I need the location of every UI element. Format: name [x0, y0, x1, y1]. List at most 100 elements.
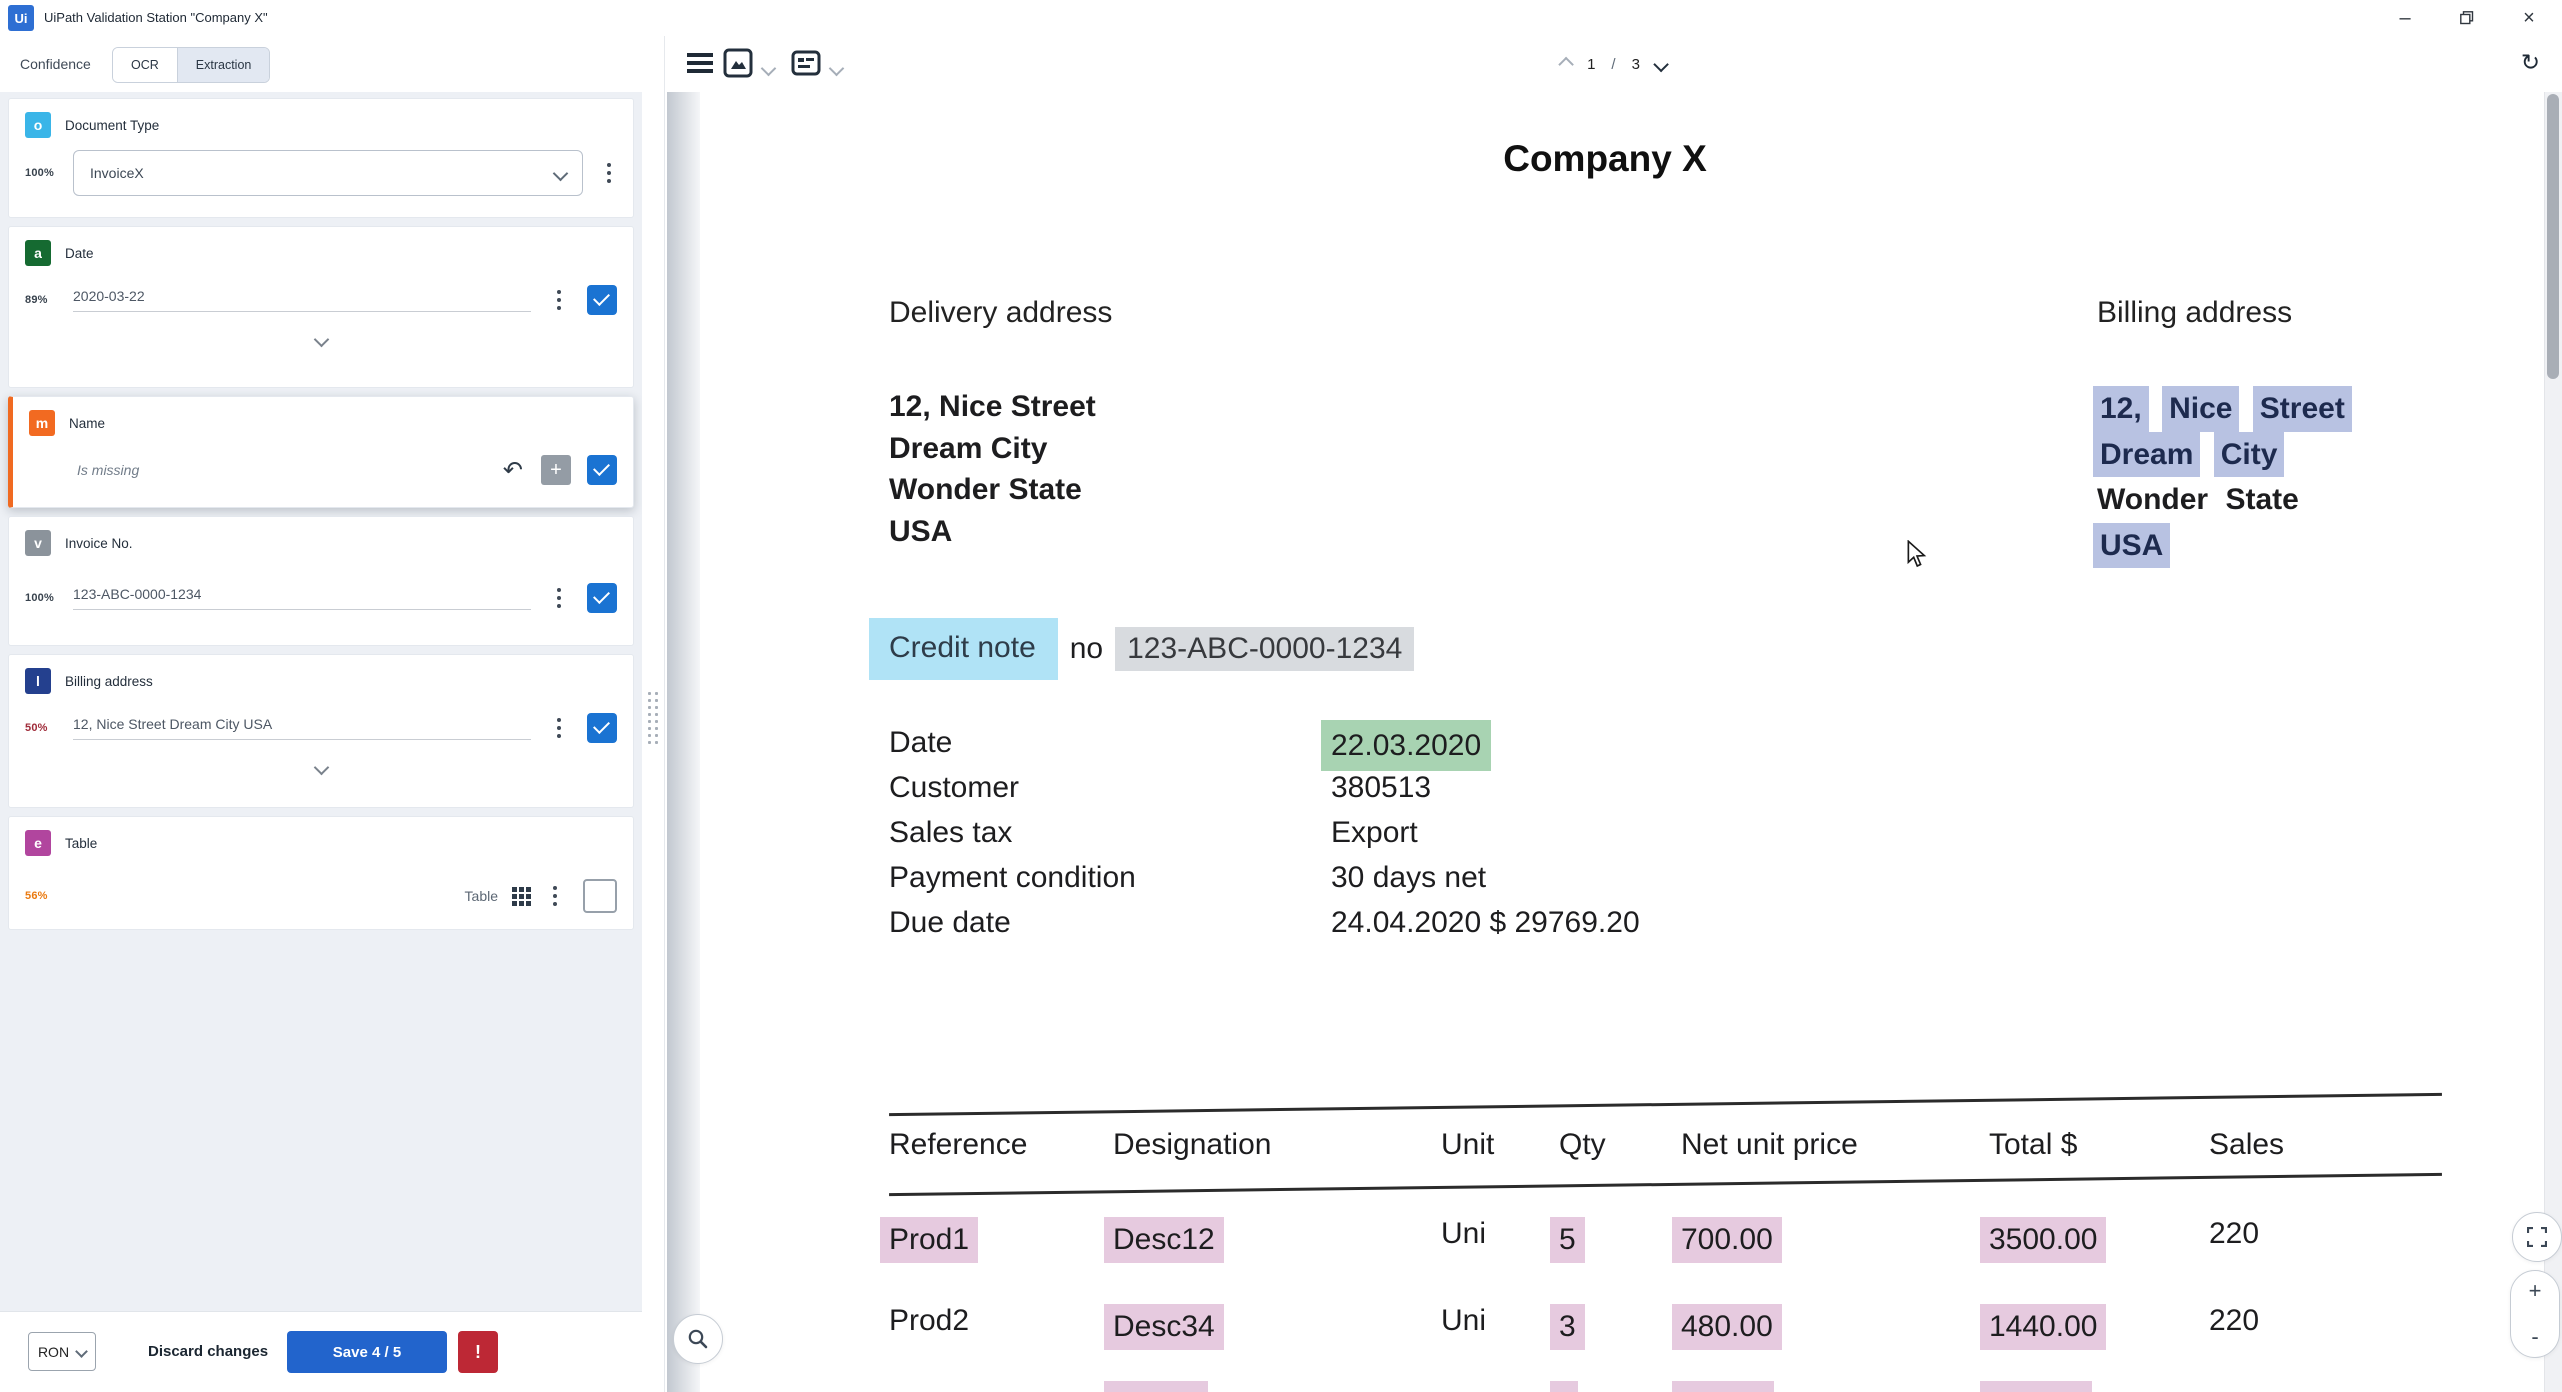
extracted-word-highlight[interactable]: USA [2093, 522, 2171, 568]
rotate-page-icon[interactable]: ↻ [2520, 50, 2540, 76]
confidence-value: 56% [25, 890, 48, 902]
uipath-logo-icon: Ui [8, 5, 34, 31]
missing-value-text[interactable]: Is missing [77, 462, 140, 478]
fields-view-button[interactable] [789, 46, 823, 85]
detail-label: Customer [889, 771, 1020, 804]
field-card-name: m Name Is missing ↶ + [8, 396, 634, 508]
zoom-out-button[interactable]: - [2531, 1324, 2539, 1349]
zoom-in-button[interactable]: + [2528, 1278, 2542, 1303]
extracted-word-highlight[interactable]: 12, [2093, 386, 2149, 432]
chevron-down-icon[interactable] [828, 60, 845, 79]
invoice-number-highlight[interactable]: 123-ABC-0000-1234 [1115, 627, 1415, 671]
billing-address-heading: Billing address [2097, 296, 2293, 329]
column-header: Unit [1441, 1128, 1495, 1161]
confirm-checkbox[interactable] [583, 879, 617, 913]
fit-to-screen-button[interactable] [2512, 1212, 2562, 1262]
table-cell-highlight[interactable]: Desc34 [1104, 1304, 1224, 1350]
field-label: Document Type [65, 117, 160, 133]
maximize-restore-button[interactable] [2450, 3, 2484, 33]
table-cell-highlight[interactable]: 700.00 [1672, 1217, 1782, 1263]
table-cell: Prod2 [889, 1304, 970, 1337]
close-button[interactable]: × [2523, 6, 2535, 29]
tab-ocr[interactable]: OCR [113, 48, 177, 82]
kebab-menu-icon[interactable] [551, 714, 567, 742]
confirm-checkbox[interactable] [587, 583, 617, 613]
sidebar-footer: RON Discard changes Save 4 / 5 ! [0, 1311, 642, 1392]
table-cell-highlight[interactable]: 5 [1550, 1217, 1585, 1263]
kebab-menu-icon[interactable] [551, 286, 567, 314]
confirm-checkbox[interactable] [587, 713, 617, 743]
extracted-word-highlight[interactable]: Street [2252, 386, 2352, 432]
drag-handle-icon[interactable] [648, 692, 658, 744]
billing-line: Wonder State [2097, 477, 2361, 523]
discard-changes-button[interactable]: Discard changes [148, 1343, 269, 1360]
delivery-line: 12, Nice Street [889, 390, 1096, 423]
table-cell: Uni [1441, 1304, 1487, 1337]
table-cell-highlight[interactable]: 3500.00 [1980, 1217, 2107, 1263]
table-cell-highlight[interactable]: 480.00 [1672, 1304, 1782, 1350]
chevron-down-icon[interactable] [760, 60, 777, 79]
search-zoom-button[interactable] [673, 1314, 723, 1364]
previous-page-icon[interactable] [1557, 56, 1574, 72]
kebab-menu-icon[interactable] [547, 882, 563, 910]
detail-value: 380513 [1331, 771, 1432, 804]
field-value-input[interactable]: 2020-03-22 [73, 288, 531, 312]
kebab-menu-icon[interactable] [551, 584, 567, 612]
date-value-highlight[interactable]: 22.03.2020 [1321, 720, 1492, 771]
next-page-icon[interactable] [1653, 56, 1670, 72]
expand-chevron-icon[interactable] [313, 759, 329, 776]
table-cell-highlight[interactable] [1980, 1381, 2092, 1392]
zoom-control: + - [2510, 1270, 2560, 1358]
expand-chevron-icon[interactable] [313, 331, 329, 348]
field-label: Name [69, 415, 106, 431]
image-icon [723, 48, 753, 78]
confirm-checkbox[interactable] [587, 285, 617, 315]
table-cell-highlight[interactable] [1550, 1381, 1578, 1392]
minimize-button[interactable]: – [2399, 6, 2411, 29]
table-cell-highlight[interactable]: Desc12 [1104, 1217, 1224, 1263]
table-cell-highlight[interactable] [1672, 1381, 1774, 1392]
table-cell-highlight[interactable] [1104, 1381, 1208, 1392]
page-total: 3 [1631, 55, 1640, 73]
document-type-value: InvoiceX [90, 165, 144, 181]
billing-address-block: 12, Nice Street Dream City Wonder State … [2093, 386, 2361, 568]
language-select[interactable]: RON [28, 1332, 96, 1371]
mouse-cursor-icon [1907, 540, 1927, 568]
page-navigation: 1 / 3 [1557, 36, 1670, 92]
extracted-word-highlight[interactable]: Nice [2162, 386, 2240, 432]
delivery-address-heading: Delivery address [889, 296, 1113, 329]
extracted-word-highlight[interactable]: Dream [2093, 431, 2201, 477]
scrollbar-thumb[interactable] [2547, 94, 2559, 379]
menu-hamburger-icon[interactable] [687, 53, 713, 77]
column-header: Total $ [1989, 1128, 2078, 1161]
kebab-menu-icon[interactable] [601, 159, 617, 187]
open-table-label: Table [464, 888, 498, 904]
document-type-select[interactable]: InvoiceX [73, 150, 583, 196]
document-canvas: Company X Delivery address 12, Nice Stre… [665, 92, 2545, 1392]
panel-splitter[interactable] [642, 36, 665, 1392]
fields-icon [791, 50, 821, 76]
exception-button[interactable]: ! [458, 1331, 498, 1373]
chevron-down-icon [75, 1345, 88, 1358]
thumbnails-view-button[interactable] [721, 46, 755, 85]
table-cell-highlight[interactable]: 1440.00 [1980, 1304, 2107, 1350]
extracted-word-highlight[interactable]: City [2213, 431, 2285, 477]
field-badge-icon: m [29, 410, 55, 436]
save-button[interactable]: Save 4 / 5 [287, 1331, 447, 1373]
vertical-scrollbar[interactable] [2544, 92, 2562, 1392]
open-table-grid-icon[interactable] [512, 886, 531, 906]
confidence-label: Confidence [20, 56, 91, 72]
confidence-value: 89% [25, 294, 48, 306]
table-cell-highlight[interactable]: 3 [1550, 1304, 1585, 1350]
field-value-input[interactable]: 123-ABC-0000-1234 [73, 586, 531, 610]
tab-extraction[interactable]: Extraction [176, 48, 270, 82]
credit-note-highlight[interactable]: Credit note [869, 618, 1058, 680]
detail-label: Payment condition [889, 861, 1136, 894]
field-card-table: e Table 56% Table [8, 816, 634, 930]
table-cell-highlight[interactable]: Prod1 [880, 1217, 979, 1263]
confirm-checkbox[interactable] [587, 455, 617, 485]
add-value-button[interactable]: + [541, 455, 571, 485]
field-value-input[interactable]: 12, Nice Street Dream City USA [73, 716, 531, 740]
undo-icon[interactable]: ↶ [502, 456, 523, 484]
